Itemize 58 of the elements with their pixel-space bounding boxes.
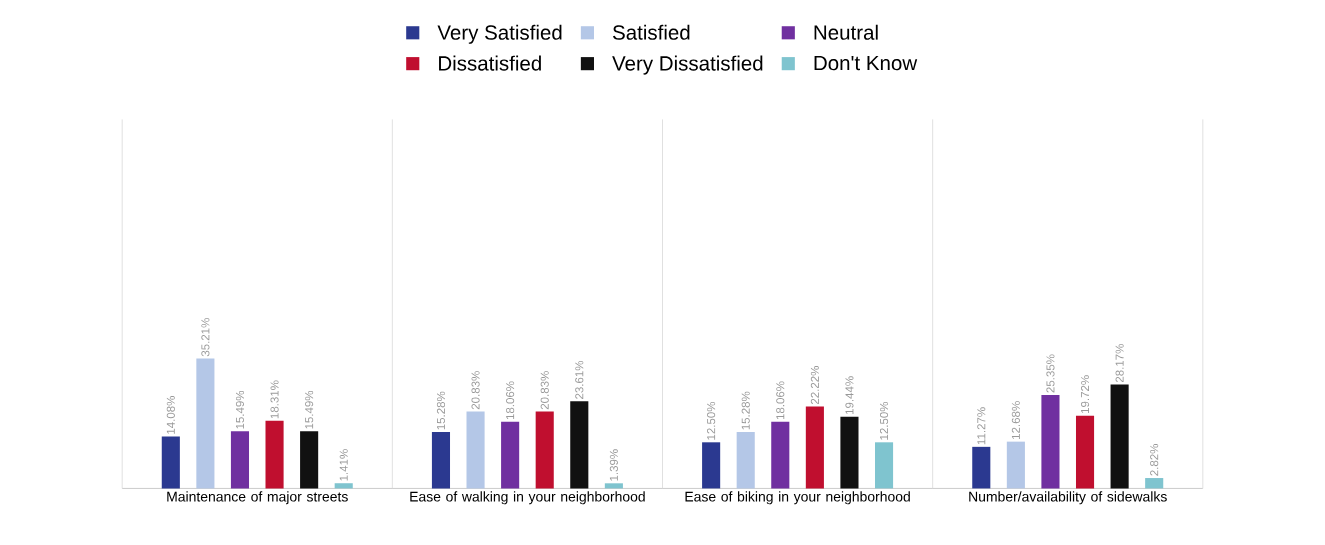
data-label: 12.50% [707,401,716,440]
bar [535,411,554,489]
data-label: 12.68% [1011,401,1020,439]
legend-label: Very Satisfied [437,24,562,44]
bar [265,420,284,489]
data-label: 15.28% [436,391,446,430]
data-label: 1.39% [609,449,618,481]
bar [334,483,353,489]
bar [1041,394,1060,489]
bar [196,358,215,489]
x-tick-label: Ease of biking in your neighborhood [685,491,910,505]
data-label: 11.27% [977,407,986,445]
bar [736,431,755,489]
bar [702,442,721,489]
bar [431,431,451,489]
legend-label: Neutral [814,24,878,40]
bar [1145,477,1164,489]
data-label: 12.50% [879,401,889,440]
bar [466,411,485,489]
data-label: 14.08% [166,396,175,434]
data-label: 15.49% [305,390,314,429]
bar [972,446,991,489]
bar [1075,415,1095,489]
bar [805,406,824,489]
data-label: 23.61% [575,360,584,399]
data-label: 18.06% [506,381,515,419]
bar [570,401,589,489]
legend-label: Dissatisfied [439,55,541,71]
bar [501,421,520,489]
x-tick-label: Ease of walking in your neighborhood [410,491,645,505]
data-label: 25.35% [1046,354,1055,393]
legend-label: Satisfied [612,24,690,40]
bar [1110,384,1129,489]
data-label: 1.41% [339,449,348,481]
data-label: 15.49% [235,390,245,429]
data-label: 19.72% [1080,375,1090,413]
x-tick-label: Number/availability of sidewalks [969,491,1167,505]
bar [300,431,319,489]
data-label: 35.21% [201,318,210,357]
data-label: 18.31% [270,380,279,419]
bar [771,421,790,489]
data-label: 19.44% [845,376,854,414]
bar [874,442,894,489]
bar [604,483,623,489]
data-label: 18.06% [776,381,785,419]
legend-label: Very Dissatisfied [612,55,763,75]
data-label: 15.28% [741,391,750,430]
data-label: 20.83% [540,371,549,410]
data-label: 20.83% [471,371,480,410]
bar [1006,441,1025,489]
bar [230,431,250,489]
data-label: 28.17% [1115,344,1124,382]
bar [840,416,859,489]
legend-label: Don't Know [814,55,918,71]
data-label: 22.22% [810,365,819,404]
data-label: 2.82% [1150,443,1159,476]
bar [161,436,180,489]
x-tick-label: Maintenance of major streets [167,491,348,505]
